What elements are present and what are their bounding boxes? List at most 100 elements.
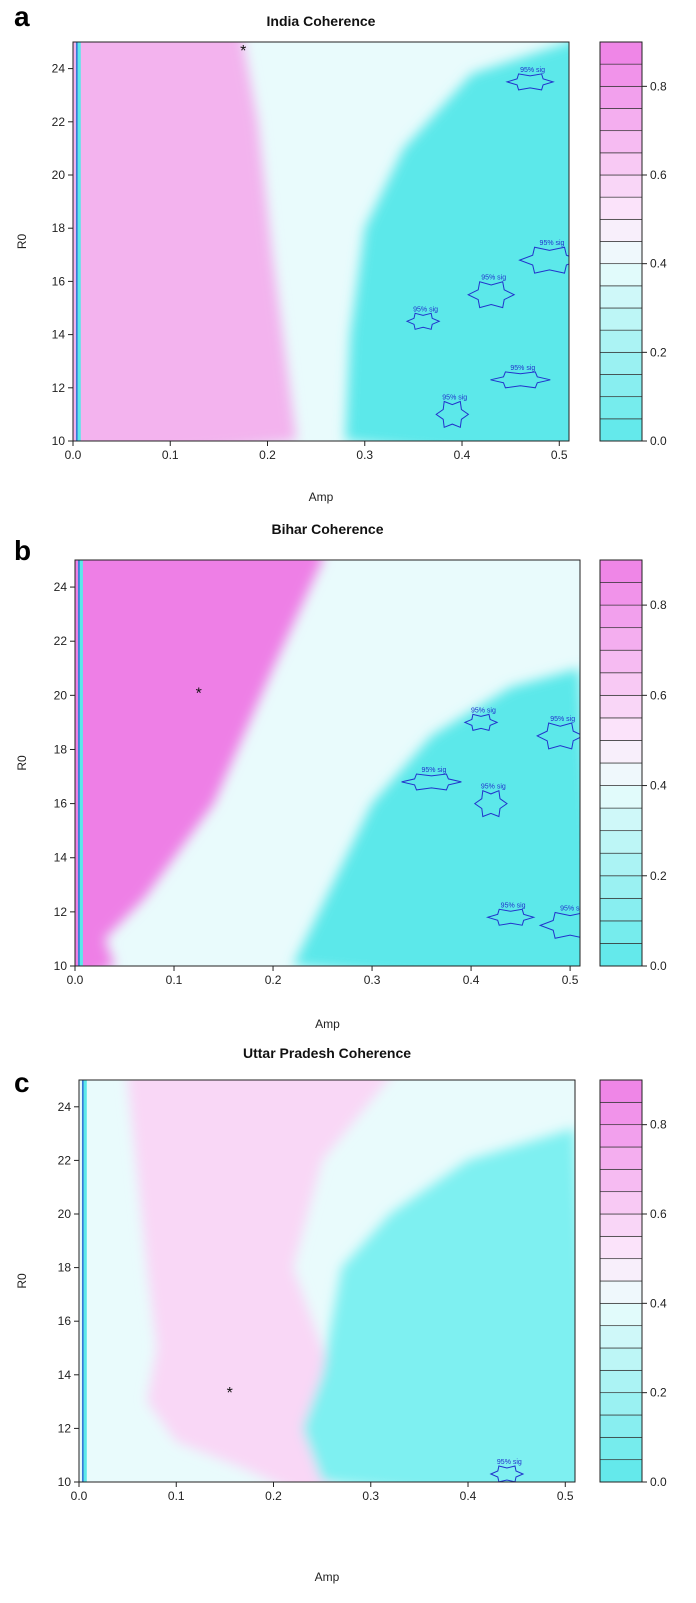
plot-frame (78, 1079, 576, 1483)
panel-a: 95% sig 95% sig 95% sig 95% sig 95% sig 95% s… (14, 1, 667, 504)
x-tick-label: 0.2 (259, 448, 276, 462)
plot-frame (74, 559, 581, 967)
x-tick-label: 0.5 (557, 1489, 574, 1503)
heatmap-field: 95% sig 95% sig 95% sig 95% sig 95% sig 95% s… (75, 560, 580, 966)
significance-contour (538, 911, 580, 939)
significance-label: 95% sig (540, 240, 565, 247)
x-tick-label: 0.1 (166, 973, 183, 987)
y-tick-label: 10 (58, 1475, 72, 1489)
y-tick-label: 12 (52, 381, 66, 395)
colorbar: 0.0 0.2 0.4 0.6 0.8 (599, 41, 667, 448)
x-tick-label: 0.1 (168, 1489, 185, 1503)
x-tick-label: 0.2 (265, 1489, 282, 1503)
colorbar-level (599, 41, 643, 65)
colorbar-level (599, 943, 643, 967)
colorbar-level (599, 218, 643, 242)
colorbar-level (599, 374, 643, 398)
colorbar-level (599, 1258, 643, 1282)
colorbar-level (599, 1369, 643, 1394)
colorbar-level (599, 740, 643, 764)
colorbar-tick-label: 0.0 (650, 959, 667, 973)
colorbar-level (599, 285, 643, 309)
colorbar-frame (599, 559, 643, 967)
heatmap-field: 95% sig 95% sig 95% sig 95% sig 95% sig 95% s… (73, 42, 569, 441)
significance-contour (505, 73, 555, 91)
colorbar-level (599, 785, 643, 809)
colorbar-level (599, 559, 643, 583)
y-tick-label: 14 (54, 851, 68, 865)
region-high-coherence (75, 560, 323, 966)
y-tick-label: 18 (58, 1261, 72, 1275)
significance-contour (473, 789, 508, 818)
colorbar-tick-label: 0.8 (650, 1118, 667, 1132)
colorbar-level (599, 672, 643, 696)
significance-contour (485, 908, 536, 926)
y-axis-label: R0 (15, 234, 29, 250)
y-tick-label: 24 (54, 580, 68, 594)
colorbar-level (599, 1235, 643, 1260)
y-tick-label: 14 (58, 1368, 72, 1382)
y-tick-label: 24 (58, 1100, 72, 1114)
max-coherence-marker: * (196, 686, 202, 703)
colorbar-level (599, 875, 643, 899)
significance-label: 95% sig (481, 784, 506, 791)
colorbar-tick-label: 0.0 (650, 1475, 667, 1489)
colorbar-frame (599, 41, 643, 442)
significance-contour (536, 722, 580, 750)
low-amp-strip (75, 42, 81, 441)
colorbar: 0.0 0.2 0.4 0.6 0.8 (599, 1079, 667, 1489)
y-tick-label: 16 (52, 274, 66, 288)
x-tick-label: 0.0 (67, 973, 84, 987)
significance-contour (518, 246, 569, 274)
x-axis-label: Amp (315, 1017, 340, 1031)
low-amp-strip (77, 560, 83, 966)
colorbar-level (599, 152, 643, 176)
colorbar-level (599, 1325, 643, 1349)
colorbar-level (599, 329, 643, 353)
y-tick-label: 22 (52, 115, 66, 129)
colorbar-level (599, 396, 643, 420)
significance-label: 95% sig (471, 707, 496, 714)
x-tick-label: 0.4 (460, 1489, 477, 1503)
x-tick-label: 0.5 (551, 448, 568, 462)
significance-contour (490, 371, 551, 389)
x-tick-label: 0.0 (71, 1489, 88, 1503)
smooth-regions (127, 1080, 575, 1482)
colorbar-level (599, 830, 643, 854)
significance-contour (435, 400, 470, 429)
x-tick-label: 0.0 (65, 448, 82, 462)
colorbar-level (599, 694, 643, 719)
colorbar-level (599, 1414, 643, 1438)
max-coherence-marker: * (240, 43, 246, 60)
colorbar-tick-label: 0.0 (650, 434, 667, 448)
colorbar-tick-label: 0.6 (650, 168, 667, 182)
panel-b: 95% sig 95% sig 95% sig 95% sig 95% sig 95% s… (14, 521, 667, 1031)
y-tick-label: 22 (54, 634, 68, 648)
significance-label: 95% sig (501, 902, 526, 909)
colorbar-level (599, 63, 643, 87)
y-tick-label: 20 (58, 1207, 72, 1221)
panel-title: Bihar Coherence (271, 521, 383, 537)
y-axis-label: R0 (15, 1273, 29, 1289)
colorbar-level (599, 582, 643, 606)
colorbar-level (599, 1347, 643, 1371)
smooth-regions (73, 42, 569, 441)
significance-contour (405, 312, 441, 330)
colorbar-tick-label: 0.8 (650, 598, 667, 612)
heatmap-field: 95% sig (79, 1080, 575, 1482)
colorbar-tick-label: 0.4 (650, 1296, 667, 1310)
x-tick-label: 0.1 (162, 448, 179, 462)
colorbar-level (599, 196, 643, 220)
x-tick-label: 0.3 (356, 448, 373, 462)
y-axis-label: R0 (15, 755, 29, 771)
panel-letter: a (14, 1, 30, 32)
colorbar-level (599, 897, 643, 922)
max-coherence-marker: * (227, 1385, 233, 1402)
x-tick-label: 0.4 (454, 448, 471, 462)
colorbar-level (599, 418, 643, 442)
colorbar-level (599, 1101, 643, 1126)
colorbar-tick-label: 0.8 (650, 79, 667, 93)
colorbar-tick-label: 0.6 (650, 1207, 667, 1221)
colorbar-level (599, 1213, 643, 1237)
y-tick-label: 16 (54, 797, 68, 811)
